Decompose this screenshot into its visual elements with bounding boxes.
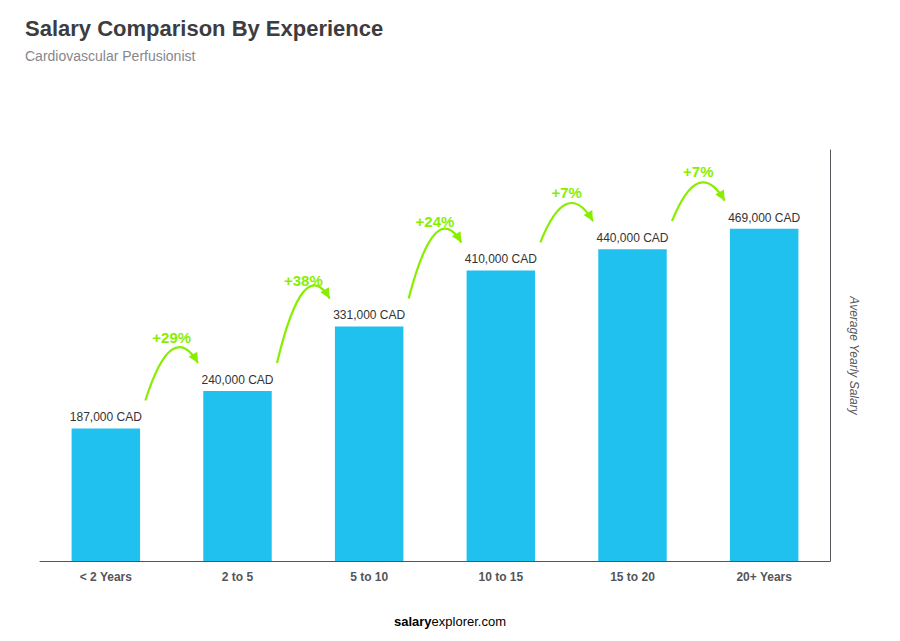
svg-text:410,000 CAD: 410,000 CAD — [465, 252, 537, 266]
svg-text:+24%: +24% — [416, 213, 455, 230]
svg-text:+7%: +7% — [551, 184, 581, 201]
svg-text:20+ Years: 20+ Years — [736, 570, 792, 584]
svg-text:2 to 5: 2 to 5 — [222, 570, 254, 584]
svg-text:240,000 CAD: 240,000 CAD — [201, 373, 273, 387]
svg-text:salary: salary — [394, 614, 432, 629]
svg-text:Average Yearly Salary: Average Yearly Salary — [847, 295, 861, 415]
svg-text:469,000 CAD: 469,000 CAD — [728, 211, 800, 225]
svg-text:explorer.com: explorer.com — [432, 614, 506, 629]
svg-text:5 to 10: 5 to 10 — [350, 570, 388, 584]
svg-text:+7%: +7% — [683, 163, 713, 180]
svg-text:187,000 CAD: 187,000 CAD — [70, 410, 142, 424]
svg-text:Cardiovascular Perfusionist: Cardiovascular Perfusionist — [25, 48, 196, 64]
svg-text:< 2 Years: < 2 Years — [80, 570, 132, 584]
svg-text:Salary Comparison By Experienc: Salary Comparison By Experience — [25, 16, 383, 41]
svg-text:+29%: +29% — [152, 329, 191, 346]
svg-text:15 to 20: 15 to 20 — [610, 570, 655, 584]
svg-text:10 to 15: 10 to 15 — [478, 570, 523, 584]
svg-text:331,000 CAD: 331,000 CAD — [333, 308, 405, 322]
svg-text:440,000 CAD: 440,000 CAD — [596, 231, 668, 245]
svg-text:+38%: +38% — [284, 272, 323, 289]
